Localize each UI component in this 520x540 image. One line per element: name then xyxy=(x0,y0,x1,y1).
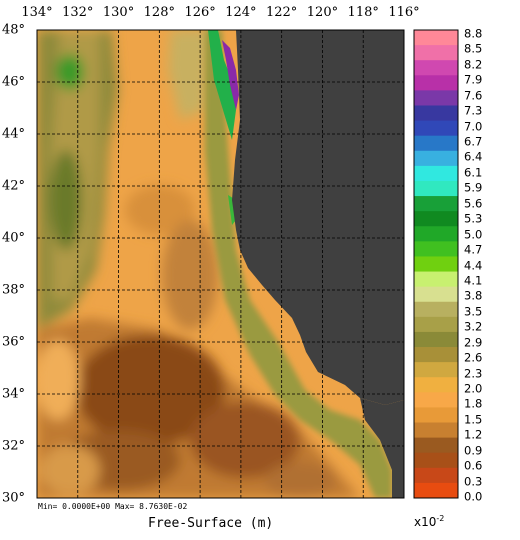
latitude-label: 30° xyxy=(2,490,26,506)
colorbar-tick-label: 8.5 xyxy=(464,41,483,56)
latitude-label: 32° xyxy=(2,438,26,454)
colorbar-swatch xyxy=(414,180,458,197)
colorbar-tick-label: 2.9 xyxy=(464,334,483,349)
longitude-label: 134° xyxy=(21,5,53,20)
latitude-label: 40° xyxy=(2,230,26,246)
colorbar xyxy=(413,29,459,499)
colorbar-swatch xyxy=(414,407,458,424)
latitude-label: 46° xyxy=(2,74,26,90)
colorbar-tick-label: 0.9 xyxy=(464,442,483,457)
colorbar-tick-label: 0.0 xyxy=(464,489,483,504)
colorbar-tick-label: 5.0 xyxy=(464,226,483,241)
colorbar-swatch xyxy=(414,241,458,257)
colorbar-tick-label: 5.9 xyxy=(464,180,483,195)
colorbar-tick-label: 0.6 xyxy=(464,458,483,473)
longitude-label: 128° xyxy=(143,5,175,20)
colorbar-tick-label: 8.2 xyxy=(464,57,483,72)
latitude-label: 44° xyxy=(2,126,26,142)
colorbar-swatch xyxy=(414,452,458,469)
colorbar-tick-label: 4.7 xyxy=(464,242,483,257)
colorbar-swatch xyxy=(414,286,458,303)
colorbar-tick-label: 2.0 xyxy=(464,381,483,396)
colorbar-tick-label: 7.9 xyxy=(464,72,483,87)
colorbar-tick-label: 4.4 xyxy=(464,257,483,272)
colorbar-swatch xyxy=(414,331,458,348)
colorbar-swatch xyxy=(414,347,458,363)
colorbar-swatch xyxy=(414,45,458,61)
colorbar-tick-label: 1.2 xyxy=(464,427,483,442)
colorbar-swatch xyxy=(414,226,458,242)
colorbar-swatch xyxy=(414,90,458,106)
colorbar-swatch xyxy=(414,362,458,378)
colorbar-tick-label: 5.3 xyxy=(464,211,483,226)
longitude-label: 126° xyxy=(184,5,216,20)
colorbar-tick-label: 3.5 xyxy=(464,304,483,319)
colorbar-swatch xyxy=(414,196,458,212)
colorbar-tick-label: 2.3 xyxy=(464,365,483,380)
colorbar-swatch xyxy=(414,211,458,227)
colorbar-swatch xyxy=(414,422,458,439)
colorbar-swatch xyxy=(414,301,458,318)
colorbar-tick-label: 0.3 xyxy=(464,473,483,488)
colorbar-swatch xyxy=(414,392,458,408)
land-mass xyxy=(232,30,404,405)
colorbar-swatch xyxy=(414,256,458,273)
colorbar-swatch xyxy=(414,30,458,46)
colorbar-tick-label: 7.0 xyxy=(464,118,483,133)
longitude-label: 120° xyxy=(306,5,339,20)
colorbar-tick-label: 7.3 xyxy=(464,103,483,118)
colorbar-tick-label: 6.4 xyxy=(464,149,483,164)
colorbar-swatch xyxy=(414,120,458,137)
map-frame xyxy=(36,29,405,499)
colorbar-frame xyxy=(413,29,459,499)
colorbar-tick-label: 7.6 xyxy=(464,87,483,102)
colorbar-swatch xyxy=(414,150,458,167)
latitude-label: 48° xyxy=(2,22,26,38)
colorbar-tick-label: 1.5 xyxy=(464,412,483,427)
colorbar-tick-label: 3.8 xyxy=(464,288,483,303)
colorbar-tick-label: 2.6 xyxy=(464,350,483,365)
colorbar-swatch xyxy=(414,467,458,484)
latitude-label: 34° xyxy=(2,386,26,402)
longitude-label: 130° xyxy=(102,5,135,20)
colorbar-swatch xyxy=(414,316,458,333)
colorbar-tick-label: 1.8 xyxy=(464,396,483,411)
longitude-label: 118° xyxy=(347,5,379,20)
colorbar-swatch xyxy=(414,165,458,182)
colorbar-swatch xyxy=(414,377,458,393)
colorbar-swatch xyxy=(414,482,458,499)
latitude-label: 38° xyxy=(2,282,26,298)
colorbar-swatch xyxy=(414,75,458,91)
colorbar-swatch xyxy=(414,135,458,152)
latitude-label: 36° xyxy=(2,334,26,350)
colorbar-tick-label: 3.2 xyxy=(464,319,483,334)
longitude-label: 116° xyxy=(388,5,420,20)
axis-title: Free-Surface (m) xyxy=(148,516,274,531)
colorbar-swatch xyxy=(414,105,458,122)
colorbar-swatch xyxy=(414,271,458,288)
graticule xyxy=(37,30,405,498)
colorbar-swatch xyxy=(414,60,458,76)
colorbar-tick-label: 6.7 xyxy=(464,134,483,149)
colorbar-tick-label: 5.6 xyxy=(464,196,483,211)
colorbar-tick-label: 8.8 xyxy=(464,26,483,41)
latitude-label: 42° xyxy=(2,178,26,194)
colorbar-multiplier: x10-2 xyxy=(414,514,445,529)
free-surface-field xyxy=(37,30,404,498)
colorbar-swatch xyxy=(414,437,458,454)
min-max-text: Min= 0.0000E+00 Max= 8.7630E-02 xyxy=(38,502,188,511)
longitude-label: 124° xyxy=(225,5,257,20)
longitude-label: 132° xyxy=(62,5,94,20)
longitude-label: 122° xyxy=(265,5,298,20)
colorbar-tick-label: 6.1 xyxy=(464,165,483,180)
colorbar-tick-label: 4.1 xyxy=(464,273,483,288)
